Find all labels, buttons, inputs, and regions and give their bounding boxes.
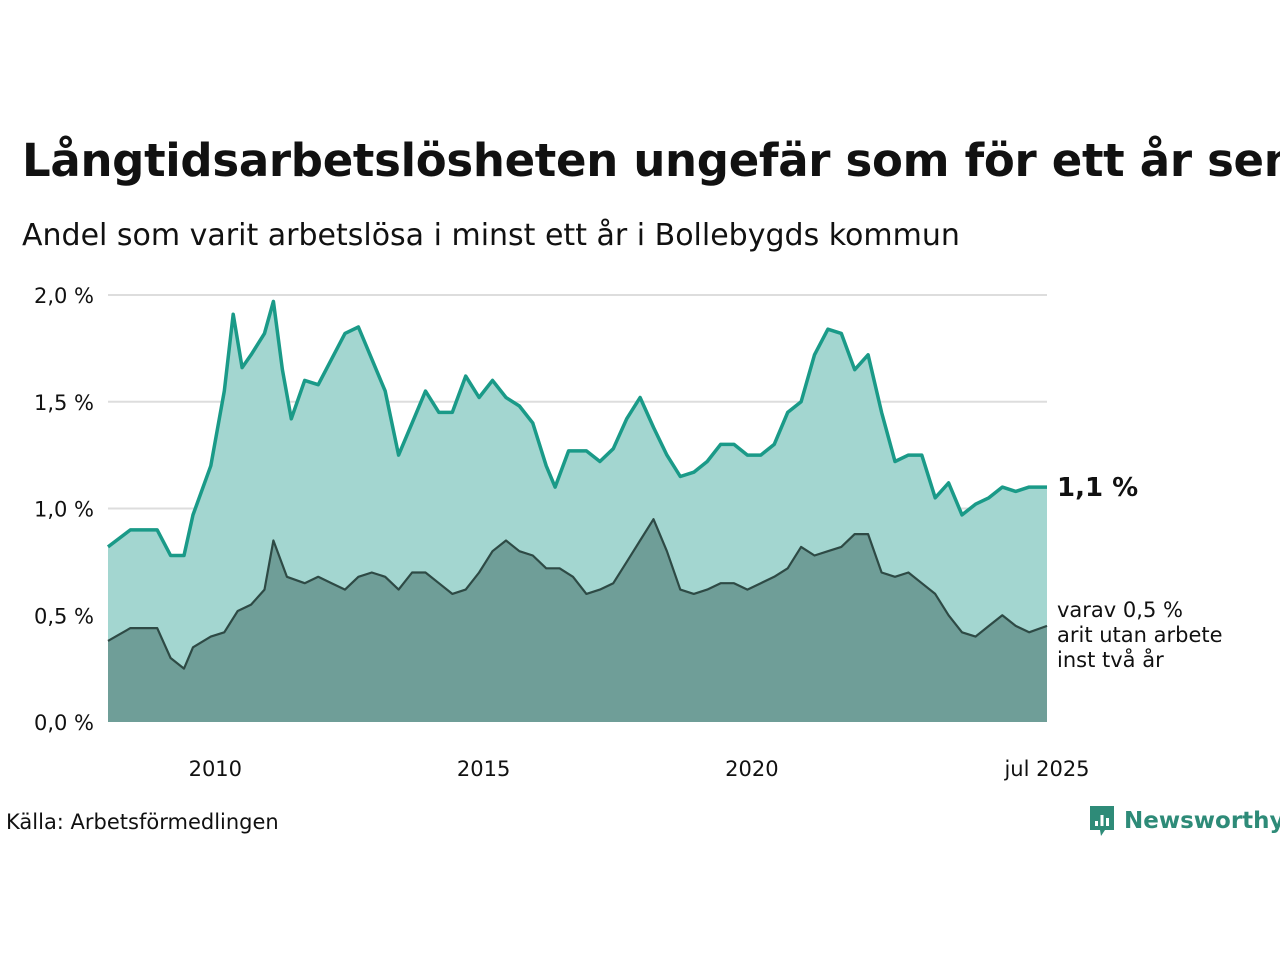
main-series-end-label: 1,1 %: [1057, 473, 1138, 503]
x-tick-label: 2020: [725, 757, 778, 781]
chart-title: Långtidsarbetslösheten ungefär som för e…: [22, 134, 1280, 187]
sub-series-line: [107, 518, 1048, 670]
sub-series-area: [108, 519, 1047, 722]
x-axis-ticks: 2010 2015 2020 jul 2025: [189, 757, 1090, 781]
y-tick-label: 1,5 %: [34, 391, 94, 415]
y-tick-label: 0,0 %: [34, 711, 94, 735]
sub-label-line: inst två år: [1057, 647, 1164, 672]
sub-series-end-label: varav 0,5 % arit utan arbete inst två år: [1057, 598, 1229, 672]
main-series-line: [106, 299, 1047, 558]
brand-name: Newsworthy: [1124, 808, 1280, 834]
x-tick-label: 2010: [189, 757, 242, 781]
sub-label-line: varav 0,5 %: [1057, 598, 1190, 622]
x-tick-label: jul 2025: [1003, 757, 1089, 781]
brand-logo: Newsworthy: [1088, 804, 1280, 838]
y-tick-label: 2,0 %: [34, 284, 94, 308]
chart-subtitle: Andel som varit arbetslösa i minst ett å…: [22, 218, 960, 253]
area-series: [106, 299, 1048, 722]
source-note: Källa: Arbetsförmedlingen: [6, 810, 279, 834]
sub-label-line: arit utan arbete: [1057, 623, 1229, 647]
y-tick-label: 1,0 %: [34, 498, 94, 522]
y-tick-label: 0,5 %: [34, 604, 94, 628]
x-tick-label: 2015: [457, 757, 510, 781]
y-axis-ticks: 0,0 % 0,5 % 1,0 % 1,5 % 2,0 %: [34, 284, 94, 735]
newsworthy-logo-icon: [1090, 806, 1114, 836]
